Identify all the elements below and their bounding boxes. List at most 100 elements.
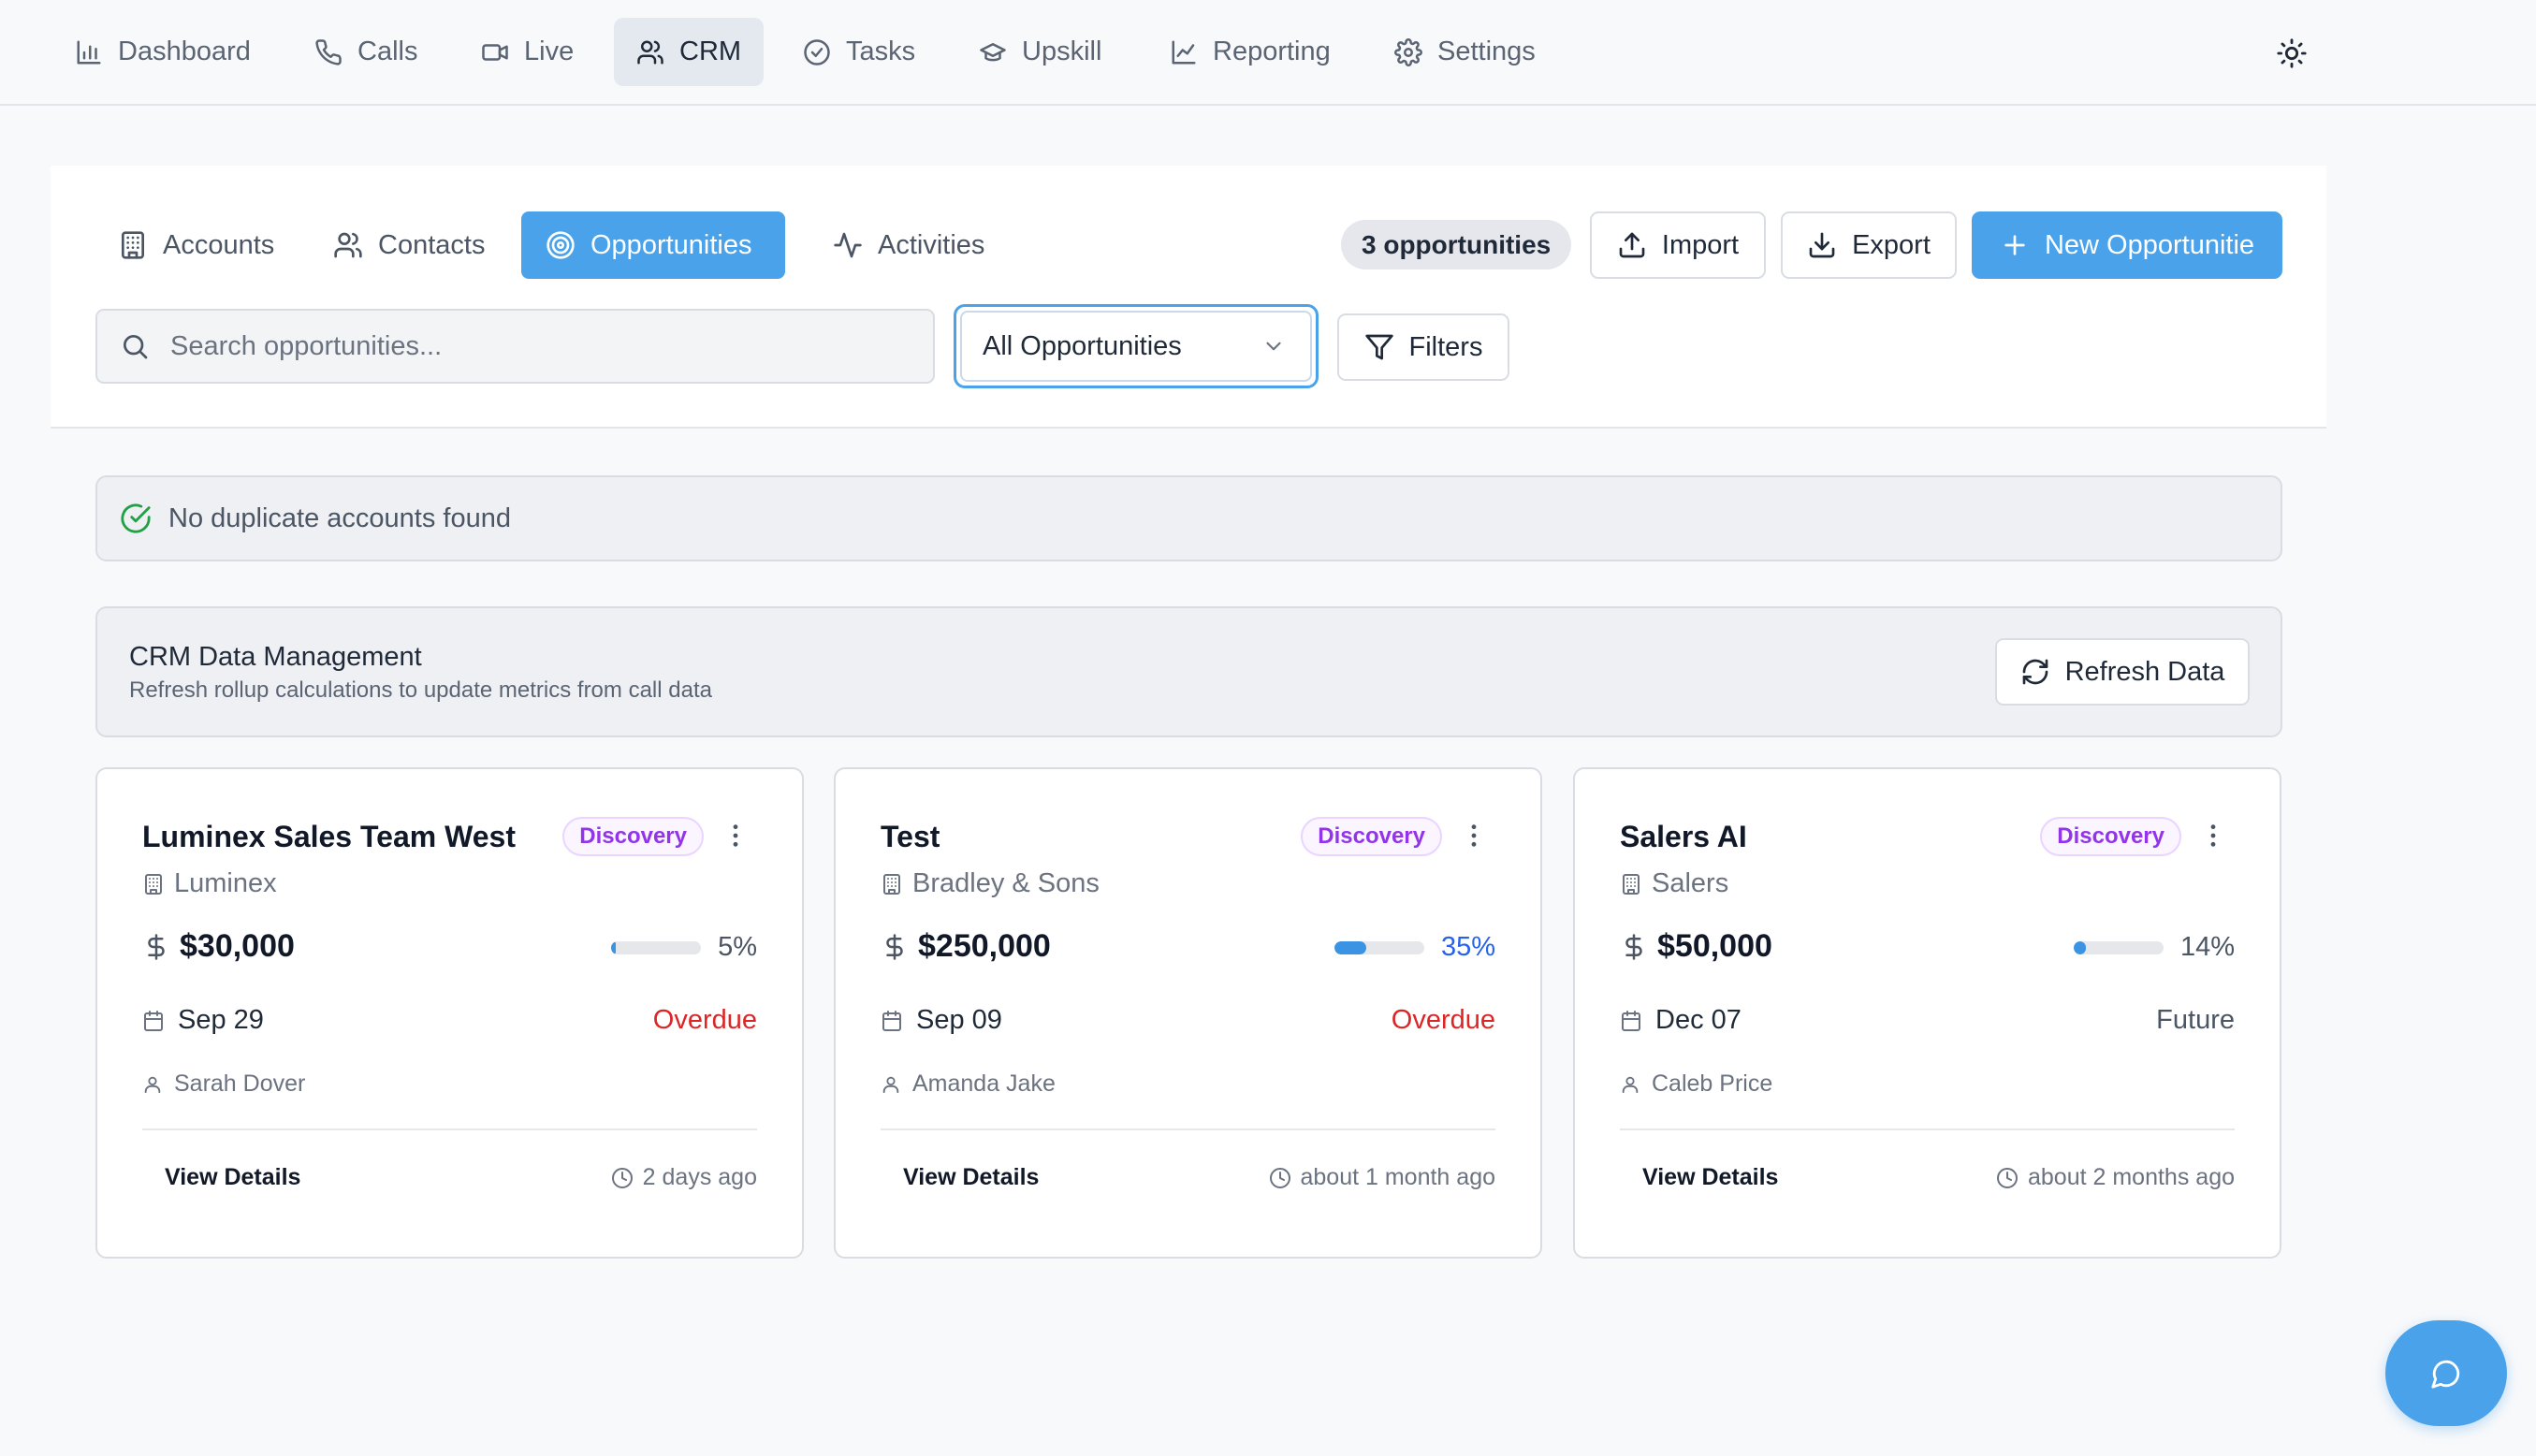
- probability-bar: [611, 940, 702, 954]
- nav-label: CRM: [679, 36, 742, 66]
- close-date: Sep 29: [142, 1005, 264, 1036]
- date-value: Sep 29: [178, 1005, 264, 1035]
- nav-label: Reporting: [1213, 36, 1331, 66]
- more-vertical-icon[interactable]: [721, 821, 751, 851]
- calendar-icon: [1622, 1010, 1640, 1031]
- search-icon: [124, 335, 148, 359]
- refresh-data-button[interactable]: Refresh Data: [1995, 638, 2250, 706]
- account-name: Bradley & Sons: [881, 868, 1100, 899]
- chevron-down-icon: [1266, 342, 1281, 351]
- tab-activities[interactable]: Activities: [809, 211, 1009, 279]
- opportunity-card[interactable]: Luminex Sales Team West Discovery Lumine…: [95, 767, 804, 1259]
- new-opportunity-button[interactable]: New Opportunitie: [1972, 211, 2282, 279]
- account-name: Salers: [1620, 868, 1728, 899]
- nav-item-upskill[interactable]: Upskill: [956, 18, 1124, 86]
- nav-label: Live: [524, 36, 575, 66]
- nav-item-calls[interactable]: Calls: [292, 18, 440, 86]
- probability-label: 35%: [1440, 932, 1495, 962]
- probability-fill: [611, 940, 616, 954]
- account-label: Bradley & Sons: [912, 868, 1100, 898]
- deal-amount: $250,000: [881, 928, 1051, 965]
- bar-chart-icon: [77, 40, 101, 64]
- stage-badge: Discovery: [1301, 817, 1442, 856]
- date-value: Sep 09: [916, 1005, 1002, 1035]
- probability-bar: [1334, 940, 1424, 954]
- select-inner: All Opportunities: [960, 311, 1312, 382]
- graduation-cap-icon: [980, 42, 1006, 61]
- target-icon: [547, 231, 575, 259]
- view-details-button[interactable]: View Details: [903, 1164, 1040, 1190]
- account-label: Luminex: [174, 868, 277, 898]
- date-status: Overdue: [652, 1005, 757, 1035]
- probability: 5%: [611, 932, 757, 963]
- check-circle-icon: [804, 38, 830, 66]
- download-icon: [1809, 232, 1835, 258]
- tab-contacts[interactable]: Contacts: [309, 211, 509, 279]
- more-vertical-icon[interactable]: [2198, 821, 2228, 851]
- nav-item-tasks[interactable]: Tasks: [780, 18, 938, 86]
- dollar-icon: [886, 933, 903, 960]
- owner: Sarah Dover: [142, 1070, 305, 1098]
- check-circle-icon: [121, 503, 151, 533]
- refresh-icon: [2022, 659, 2048, 685]
- opportunity-card[interactable]: Salers AI Discovery Salers $50,000 14% D…: [1573, 767, 2281, 1259]
- tab-label: Activities: [878, 229, 985, 260]
- nav-item-live[interactable]: Live: [459, 18, 596, 86]
- clock-icon: [1997, 1167, 2018, 1188]
- account-name: Luminex: [142, 868, 277, 899]
- account-label: Salers: [1652, 868, 1729, 898]
- owner-name: Amanda Jake: [912, 1070, 1056, 1097]
- nav-item-crm[interactable]: CRM: [614, 18, 765, 86]
- nav-label: Tasks: [846, 36, 916, 66]
- search-field[interactable]: [95, 309, 935, 384]
- opportunity-card[interactable]: Test Discovery Bradley & Sons $250,000 3…: [834, 767, 1542, 1259]
- calendar-icon: [144, 1010, 163, 1031]
- amount-value: $50,000: [1657, 928, 1772, 964]
- probability-bar: [2073, 940, 2164, 954]
- opportunity-title[interactable]: Luminex Sales Team West: [142, 820, 516, 853]
- amount-value: $250,000: [918, 928, 1051, 964]
- filters-button[interactable]: Filters: [1337, 313, 1509, 381]
- search-input[interactable]: [170, 330, 900, 362]
- tab-accounts[interactable]: Accounts: [94, 211, 299, 279]
- deal-amount: $50,000: [1620, 928, 1772, 965]
- crm-toolbar-panel: Accounts Contacts Opportunities Activiti…: [51, 166, 2326, 429]
- card-divider: [1620, 1128, 2235, 1130]
- date-status: Overdue: [1391, 1005, 1495, 1035]
- management-subtitle: Refresh rollup calculations to update me…: [129, 677, 712, 703]
- updated-text: about 1 month ago: [1300, 1164, 1496, 1190]
- users-icon: [637, 40, 663, 64]
- export-button[interactable]: Export: [1781, 211, 1957, 279]
- opportunity-title[interactable]: Salers AI: [1620, 820, 1747, 853]
- phone-icon: [315, 38, 342, 66]
- opportunity-count-badge: 3 opportunities: [1341, 220, 1572, 269]
- import-label: Import: [1661, 229, 1740, 260]
- close-date: Dec 07: [1620, 1005, 1742, 1036]
- nav-item-reporting[interactable]: Reporting: [1147, 18, 1353, 86]
- card-divider: [142, 1128, 757, 1130]
- data-management-box: CRM Data Management Refresh rollup calcu…: [95, 606, 2282, 737]
- tab-label: Accounts: [163, 229, 275, 260]
- more-vertical-icon[interactable]: [1459, 821, 1489, 851]
- dollar-icon: [148, 933, 165, 960]
- opportunity-title[interactable]: Test: [881, 820, 940, 853]
- tab-opportunities[interactable]: Opportunities: [521, 211, 785, 279]
- refresh-label: Refresh Data: [2064, 656, 2225, 687]
- filter-icon: [1364, 334, 1393, 360]
- opportunity-filter-select[interactable]: All Opportunities: [954, 304, 1319, 388]
- export-label: Export: [1852, 229, 1931, 260]
- probability-label: 14%: [2179, 932, 2235, 962]
- nav-item-dashboard[interactable]: Dashboard: [52, 18, 273, 86]
- view-details-button[interactable]: View Details: [165, 1164, 301, 1190]
- nav-item-settings[interactable]: Settings: [1372, 18, 1558, 86]
- date-value: Dec 07: [1655, 1005, 1742, 1035]
- owner: Amanda Jake: [881, 1070, 1056, 1098]
- filters-label: Filters: [1408, 331, 1483, 362]
- clock-icon: [1269, 1167, 1290, 1188]
- sun-icon[interactable]: [2276, 37, 2308, 69]
- chat-button[interactable]: [2385, 1320, 2507, 1426]
- probability: 35%: [1334, 932, 1495, 963]
- import-button[interactable]: Import: [1590, 211, 1766, 279]
- view-details-button[interactable]: View Details: [1642, 1164, 1779, 1190]
- nav-label: Settings: [1437, 36, 1536, 66]
